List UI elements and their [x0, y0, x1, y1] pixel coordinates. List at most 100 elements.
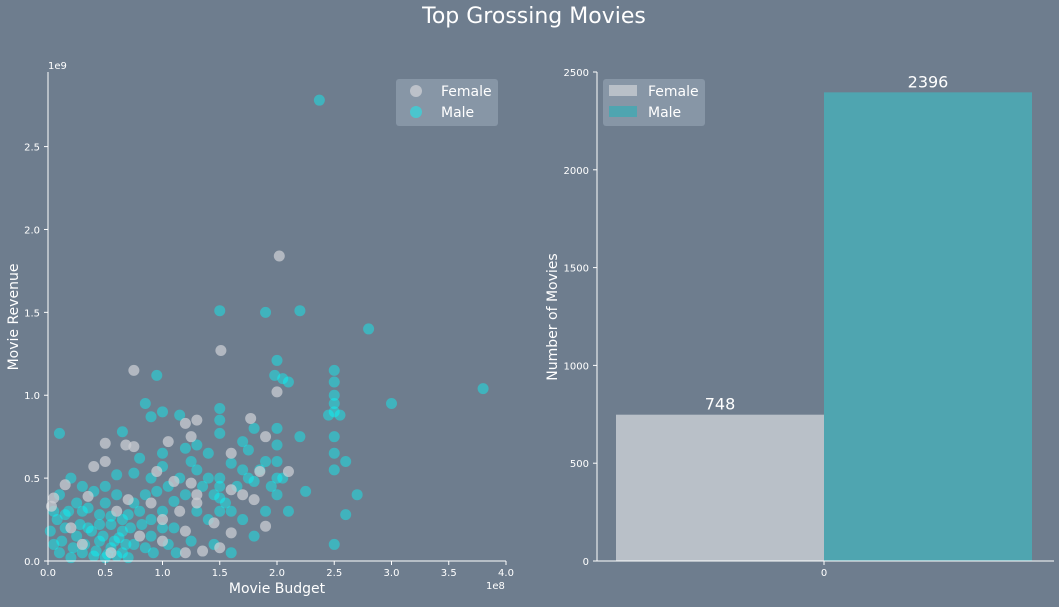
male-point	[157, 522, 168, 534]
male-point	[59, 509, 71, 521]
male-point	[145, 530, 157, 542]
male-point	[86, 525, 98, 537]
male-point	[116, 547, 128, 559]
male-point	[219, 497, 231, 509]
female-point	[179, 547, 191, 559]
female-point	[88, 461, 100, 473]
female-point	[82, 490, 94, 502]
female-point	[65, 522, 77, 534]
male-point	[139, 398, 151, 410]
male-point	[328, 376, 340, 388]
legend-male-swatch	[609, 106, 637, 117]
male-point	[328, 389, 340, 401]
male-bar	[824, 92, 1032, 561]
male-point	[202, 472, 214, 484]
male-point	[282, 376, 294, 388]
male-point	[67, 542, 79, 554]
scatter-y-tick-label: 0.5	[24, 474, 40, 485]
male-point	[179, 442, 191, 454]
legend-female-label: Female	[441, 84, 492, 100]
female-bar-value-label: 748	[705, 395, 736, 414]
legend-male-label: Male	[441, 105, 474, 121]
male-point	[260, 456, 272, 468]
male-point	[208, 489, 220, 501]
male-point	[94, 535, 106, 547]
male-point	[334, 409, 346, 421]
scatter-y-ticks: 0.0 0.5 1.0 1.5 2.0 2.5	[24, 143, 48, 568]
male-point	[363, 323, 375, 335]
male-point	[88, 550, 100, 562]
legend-female-marker	[410, 85, 422, 97]
male-point	[260, 505, 272, 517]
scatter-y-tick-label: 0.0	[24, 557, 40, 568]
male-point	[225, 457, 237, 469]
male-point	[139, 542, 151, 554]
male-point	[136, 519, 148, 531]
male-point	[116, 426, 128, 438]
male-point	[94, 519, 106, 531]
male-point	[351, 489, 363, 501]
male-point	[122, 552, 134, 564]
male-point	[477, 383, 489, 395]
male-point	[214, 472, 226, 484]
male-point	[128, 538, 140, 550]
male-point	[116, 525, 128, 537]
male-point	[225, 505, 237, 517]
male-point	[134, 452, 146, 464]
male-point	[386, 398, 397, 410]
male-point	[174, 409, 186, 421]
scatter-y-tick-label: 1.5	[24, 308, 40, 319]
male-point	[271, 439, 283, 451]
male-point	[157, 406, 168, 418]
female-point	[225, 527, 237, 539]
scatter-legend: Female Male	[396, 79, 498, 126]
male-point	[113, 532, 125, 544]
scatter-x-tick-label: 3.0	[384, 568, 400, 579]
female-point	[225, 484, 237, 496]
male-point	[214, 427, 226, 439]
scatter-x-tick-label: 0.0	[40, 568, 56, 579]
male-point	[111, 489, 123, 501]
legend-male-marker	[410, 106, 422, 118]
male-point	[48, 538, 60, 550]
male-point	[214, 492, 226, 504]
female-point	[179, 525, 191, 537]
legend-female-swatch	[609, 85, 637, 96]
female-point	[248, 494, 260, 506]
scatter-x-tick-label: 4.0	[498, 568, 514, 579]
male-point	[328, 364, 340, 376]
male-point	[134, 505, 146, 517]
male-point	[323, 409, 335, 421]
male-point	[71, 497, 83, 509]
male-point	[128, 467, 140, 479]
male-point	[122, 509, 134, 521]
male-point	[179, 489, 191, 501]
male-point	[151, 369, 163, 381]
female-point	[134, 530, 146, 542]
female-point	[191, 489, 203, 501]
female-point	[185, 431, 197, 443]
male-point	[65, 552, 77, 564]
male-point	[328, 447, 340, 459]
female-point	[111, 505, 123, 517]
male-point	[97, 530, 109, 542]
male-point	[197, 480, 209, 492]
male-point	[151, 485, 163, 497]
male-point	[170, 547, 182, 559]
female-point	[179, 417, 191, 429]
scatter-x-offset-label: 1e8	[486, 581, 505, 592]
female-point	[59, 479, 71, 491]
male-point	[99, 497, 111, 509]
male-point	[74, 519, 86, 531]
female-point	[145, 497, 157, 509]
female-point	[237, 489, 249, 501]
male-point	[185, 456, 197, 468]
male-point	[294, 305, 306, 317]
male-point	[53, 427, 65, 439]
female-point	[99, 456, 111, 468]
male-point	[214, 505, 226, 517]
male-point	[168, 522, 180, 534]
male-point	[237, 514, 249, 526]
female-point	[45, 500, 57, 512]
male-point	[265, 480, 277, 492]
